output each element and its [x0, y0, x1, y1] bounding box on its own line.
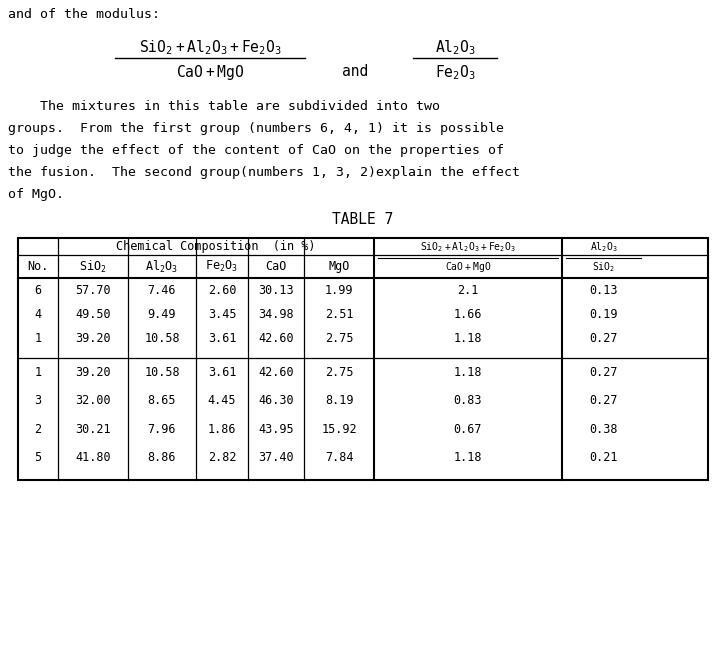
Text: 0.21: 0.21 [590, 451, 618, 464]
Text: 8.65: 8.65 [148, 394, 176, 408]
Text: 43.95: 43.95 [258, 422, 294, 435]
Bar [18, 238, 708, 480]
Text: CaO: CaO [265, 260, 287, 273]
Text: $\mathregular{SiO_2+Al_2O_3+Fe_2O_3}$: $\mathregular{SiO_2+Al_2O_3+Fe_2O_3}$ [139, 38, 282, 56]
Text: 30.13: 30.13 [258, 284, 294, 297]
Text: 1.18: 1.18 [454, 366, 482, 379]
Text: $\mathregular{Al_2O_3}$: $\mathregular{Al_2O_3}$ [145, 258, 179, 275]
Text: No.: No. [28, 260, 49, 273]
Text: and of the modulus:: and of the modulus: [8, 8, 160, 21]
Text: 42.60: 42.60 [258, 332, 294, 345]
Text: 6: 6 [34, 284, 41, 297]
Text: 1: 1 [34, 366, 41, 379]
Text: 34.98: 34.98 [258, 308, 294, 321]
Text: 1.18: 1.18 [454, 451, 482, 464]
Text: 7.46: 7.46 [148, 284, 176, 297]
Text: 3.61: 3.61 [208, 366, 236, 379]
Text: 5: 5 [34, 451, 41, 464]
Text: 1.18: 1.18 [454, 332, 482, 345]
Text: 7.96: 7.96 [148, 422, 176, 435]
Text: 39.20: 39.20 [76, 366, 111, 379]
Text: 0.83: 0.83 [454, 394, 482, 408]
Text: Chemical Composition  (in %): Chemical Composition (in %) [116, 240, 316, 253]
Text: 1.66: 1.66 [454, 308, 482, 321]
Text: 10.58: 10.58 [144, 332, 180, 345]
Text: 4: 4 [34, 308, 41, 321]
Text: 32.00: 32.00 [76, 394, 111, 408]
Text: 9.49: 9.49 [148, 308, 176, 321]
Text: 10.58: 10.58 [144, 366, 180, 379]
Text: 2.75: 2.75 [325, 332, 354, 345]
Text: MgO: MgO [328, 260, 350, 273]
Text: 0.27: 0.27 [590, 366, 618, 379]
Text: 3.45: 3.45 [208, 308, 236, 321]
Text: 0.27: 0.27 [590, 394, 618, 408]
Text: 1.99: 1.99 [325, 284, 354, 297]
Text: $\mathregular{SiO_2}$: $\mathregular{SiO_2}$ [79, 258, 107, 275]
Text: 0.27: 0.27 [590, 332, 618, 345]
Text: $\mathregular{Fe_2O_3}$: $\mathregular{Fe_2O_3}$ [435, 63, 476, 82]
Text: 1.86: 1.86 [208, 422, 236, 435]
Text: 2.51: 2.51 [325, 308, 354, 321]
Text: 4.45: 4.45 [208, 394, 236, 408]
Text: 0.13: 0.13 [590, 284, 618, 297]
Text: $\mathregular{SiO_2}$: $\mathregular{SiO_2}$ [592, 260, 615, 274]
Text: 2.82: 2.82 [208, 451, 236, 464]
Text: $\mathregular{CaO+MgO}$: $\mathregular{CaO+MgO}$ [176, 63, 244, 82]
Text: 37.40: 37.40 [258, 451, 294, 464]
Text: the fusion.  The second group(numbers 1, 3, 2)explain the effect: the fusion. The second group(numbers 1, … [8, 166, 520, 179]
Text: $\mathregular{Fe_2O_3}$: $\mathregular{Fe_2O_3}$ [205, 259, 239, 274]
Text: 8.19: 8.19 [325, 394, 354, 408]
Text: 0.67: 0.67 [454, 422, 482, 435]
Text: 49.50: 49.50 [76, 308, 111, 321]
Text: 3: 3 [34, 394, 41, 408]
Text: 2.60: 2.60 [208, 284, 236, 297]
Text: to judge the effect of the content of CaO on the properties of: to judge the effect of the content of Ca… [8, 144, 504, 157]
Text: 2: 2 [34, 422, 41, 435]
Text: $\mathregular{Al_2O_3}$: $\mathregular{Al_2O_3}$ [435, 38, 476, 56]
Text: $\mathregular{CaO+MgO}$: $\mathregular{CaO+MgO}$ [445, 260, 491, 274]
Text: groups.  From the first group (numbers 6, 4, 1) it is possible: groups. From the first group (numbers 6,… [8, 122, 504, 135]
Text: 57.70: 57.70 [76, 284, 111, 297]
Text: TABLE 7: TABLE 7 [333, 212, 393, 227]
Text: 2.1: 2.1 [457, 284, 478, 297]
Text: 7.84: 7.84 [325, 451, 354, 464]
Text: 2.75: 2.75 [325, 366, 354, 379]
Text: 3.61: 3.61 [208, 332, 236, 345]
Text: 46.30: 46.30 [258, 394, 294, 408]
Text: 39.20: 39.20 [76, 332, 111, 345]
Text: $\mathregular{Al_2O_3}$: $\mathregular{Al_2O_3}$ [590, 240, 617, 254]
Text: 41.80: 41.80 [76, 451, 111, 464]
Text: and: and [342, 64, 368, 79]
Text: 30.21: 30.21 [76, 422, 111, 435]
Text: $\mathregular{SiO_2+Al_2O_3+Fe_2O_3}$: $\mathregular{SiO_2+Al_2O_3+Fe_2O_3}$ [420, 240, 516, 254]
Text: 0.38: 0.38 [590, 422, 618, 435]
Text: 8.86: 8.86 [148, 451, 176, 464]
Text: The mixtures in this table are subdivided into two: The mixtures in this table are subdivide… [8, 100, 440, 113]
Text: of MgO.: of MgO. [8, 188, 64, 201]
Text: 15.92: 15.92 [321, 422, 356, 435]
Text: 0.19: 0.19 [590, 308, 618, 321]
Text: 1: 1 [34, 332, 41, 345]
Text: 42.60: 42.60 [258, 366, 294, 379]
